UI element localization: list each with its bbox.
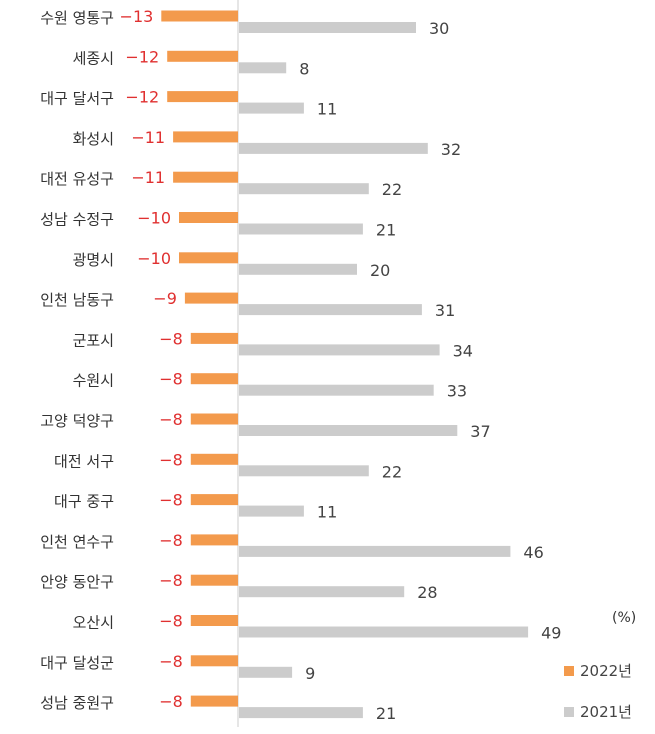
bar-2021 <box>239 384 434 396</box>
value-label-2021: 22 <box>382 180 402 199</box>
bar-2022 <box>190 413 238 425</box>
value-label-2021: 30 <box>429 19 449 38</box>
value-label-2022: −8 <box>159 692 183 711</box>
value-label-2021: 49 <box>541 624 561 643</box>
unit-label: (%) <box>612 610 636 626</box>
value-label-2021: 31 <box>435 301 455 320</box>
category-label: 안양 동안구 <box>40 573 114 591</box>
value-label-2022: −13 <box>120 7 154 26</box>
bar-2022 <box>190 615 238 626</box>
bar-2021 <box>239 465 369 477</box>
bar-2021 <box>239 183 369 195</box>
bar-2022 <box>184 292 238 304</box>
bar-2021 <box>239 102 304 114</box>
bar-2022 <box>190 574 238 586</box>
legend-swatch-2021 <box>564 707 574 717</box>
value-label-2022: −8 <box>159 491 183 510</box>
bar-2021 <box>239 505 304 517</box>
category-label: 군포시 <box>73 331 114 349</box>
value-label-2021: 28 <box>417 583 437 602</box>
value-label-2021: 11 <box>317 503 337 522</box>
bar-2022 <box>179 212 238 223</box>
value-label-2021: 33 <box>447 382 467 401</box>
value-label-2022: −11 <box>131 168 165 187</box>
value-label-2021: 32 <box>441 140 461 159</box>
category-label: 성남 수정구 <box>40 211 114 229</box>
value-label-2022: −11 <box>131 128 165 147</box>
value-label-2022: −10 <box>137 249 171 268</box>
value-label-2021: 34 <box>453 341 473 360</box>
labels-group: 수원 영통구 −13 30 세종시 −12 8 대구 달서구 −12 11 화성시 −11 32 대전 … <box>40 7 561 723</box>
category-label: 인천 남동구 <box>40 291 114 309</box>
bar-2021 <box>239 344 440 356</box>
value-label-2021: 9 <box>305 664 315 683</box>
value-label-2021: 22 <box>382 462 402 481</box>
value-label-2022: −12 <box>125 88 159 107</box>
bar-2021 <box>239 62 287 74</box>
value-label-2021: 21 <box>376 221 396 240</box>
value-label-2021: 11 <box>317 100 337 119</box>
value-label-2022: −8 <box>159 329 183 348</box>
value-label-2021: 37 <box>470 422 490 441</box>
value-label-2021: 8 <box>299 59 309 78</box>
bar-2022 <box>161 10 238 22</box>
value-label-2021: 46 <box>523 543 543 562</box>
value-label-2022: −8 <box>159 410 183 429</box>
bar-2022 <box>167 91 238 103</box>
bar-2022 <box>190 453 238 465</box>
bar-2021 <box>239 626 529 638</box>
bar-2021 <box>239 304 422 316</box>
bar-2021 <box>239 666 293 678</box>
category-label: 수원 영통구 <box>40 9 114 27</box>
bar-2021 <box>239 545 511 557</box>
bars-group <box>161 10 529 719</box>
value-label-2022: −8 <box>159 612 183 631</box>
category-label: 대전 서구 <box>54 452 114 470</box>
bar-2021 <box>239 425 458 436</box>
category-label: 수원시 <box>73 372 114 390</box>
bar-2022 <box>179 252 238 264</box>
category-label: 광명시 <box>73 251 114 269</box>
category-label: 대전 유성구 <box>40 170 114 188</box>
bar-2022 <box>167 50 238 62</box>
value-label-2022: −8 <box>159 450 183 469</box>
legend-label-2021: 2021년 <box>580 703 632 721</box>
value-label-2022: −8 <box>159 531 183 550</box>
bar-2022 <box>190 373 238 385</box>
category-label: 대구 중구 <box>54 493 114 511</box>
bar-2021 <box>239 263 357 275</box>
value-label-2022: −8 <box>159 571 183 590</box>
value-label-2022: −10 <box>137 209 171 228</box>
category-label: 오산시 <box>73 614 114 632</box>
bar-2022 <box>190 655 238 667</box>
value-label-2022: −8 <box>159 652 183 671</box>
value-label-2021: 20 <box>370 261 390 280</box>
category-label: 고양 덕양구 <box>40 412 114 430</box>
legend-swatch-2022 <box>564 666 574 676</box>
category-label: 성남 중원구 <box>40 694 114 712</box>
value-label-2022: −8 <box>159 370 183 389</box>
bar-2021 <box>239 142 428 154</box>
category-label: 화성시 <box>73 130 114 148</box>
bar-2022 <box>190 494 238 506</box>
bar-2022 <box>173 171 238 183</box>
bar-2021 <box>239 223 363 235</box>
value-label-2022: −9 <box>153 289 177 308</box>
category-label: 대구 달성군 <box>40 654 114 672</box>
legend-label-2022: 2022년 <box>580 662 632 680</box>
bar-2022 <box>190 534 238 546</box>
value-label-2022: −12 <box>125 47 159 66</box>
bar-2022 <box>190 332 238 344</box>
category-label: 세종시 <box>73 49 114 67</box>
value-label-2021: 21 <box>376 704 396 723</box>
legend: 2022년 2021년 <box>564 662 632 721</box>
bar-2021 <box>239 586 405 598</box>
category-label: 대구 달서구 <box>40 90 114 108</box>
bar-2021 <box>239 707 363 719</box>
bar-2022 <box>190 695 238 707</box>
bar-2021 <box>239 22 416 33</box>
bar-2022 <box>173 131 238 143</box>
category-label: 인천 연수구 <box>40 533 114 551</box>
